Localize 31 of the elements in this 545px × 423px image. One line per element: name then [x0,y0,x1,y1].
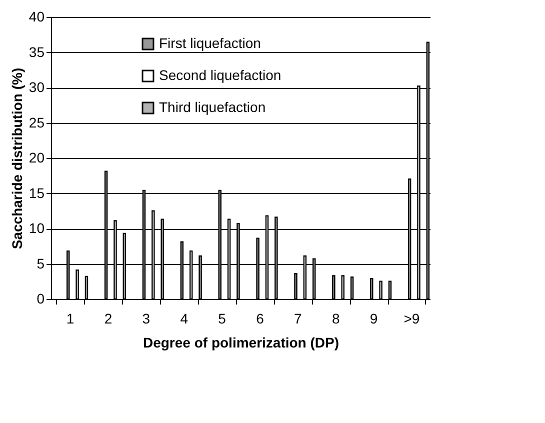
x-tick-label: 3 [142,310,150,326]
legend-label: Third liquefaction [159,99,266,115]
y-axis-title: Saccharide distribution (%) [8,68,25,250]
x-tick-label: 6 [256,310,264,326]
y-tick-label: 15 [28,184,45,201]
bar [379,280,382,300]
bar [341,275,344,300]
x-axis-title: Degree of polimerization (DP) [142,334,340,350]
x-tick-label: 4 [180,310,188,326]
legend-label: First liquefaction [159,35,261,51]
bar [76,269,79,300]
y-tick-label: 20 [28,150,45,166]
y-tick-label: 0 [36,290,45,306]
x-tick-label: 1 [66,310,74,326]
y-tick-label: 5 [36,255,45,272]
bar [332,275,336,300]
x-tick-label: 8 [332,310,340,326]
x-tick-label: 2 [104,310,112,326]
y-tick-label: 40 [28,8,45,24]
x-tick-label: 9 [370,310,378,326]
y-tick-label: 25 [28,114,45,130]
legend-label: Second liquefaction [159,67,282,83]
x-tick-label: 5 [218,310,226,326]
y-tick-label: 10 [28,220,45,236]
x-tick-label: 7 [294,310,302,326]
bar [370,278,374,300]
x-tick-label: >9 [404,310,420,326]
y-tick-label: 30 [28,79,45,95]
bar [84,276,88,300]
y-tick-label: 35 [28,44,45,60]
bar [294,273,298,300]
